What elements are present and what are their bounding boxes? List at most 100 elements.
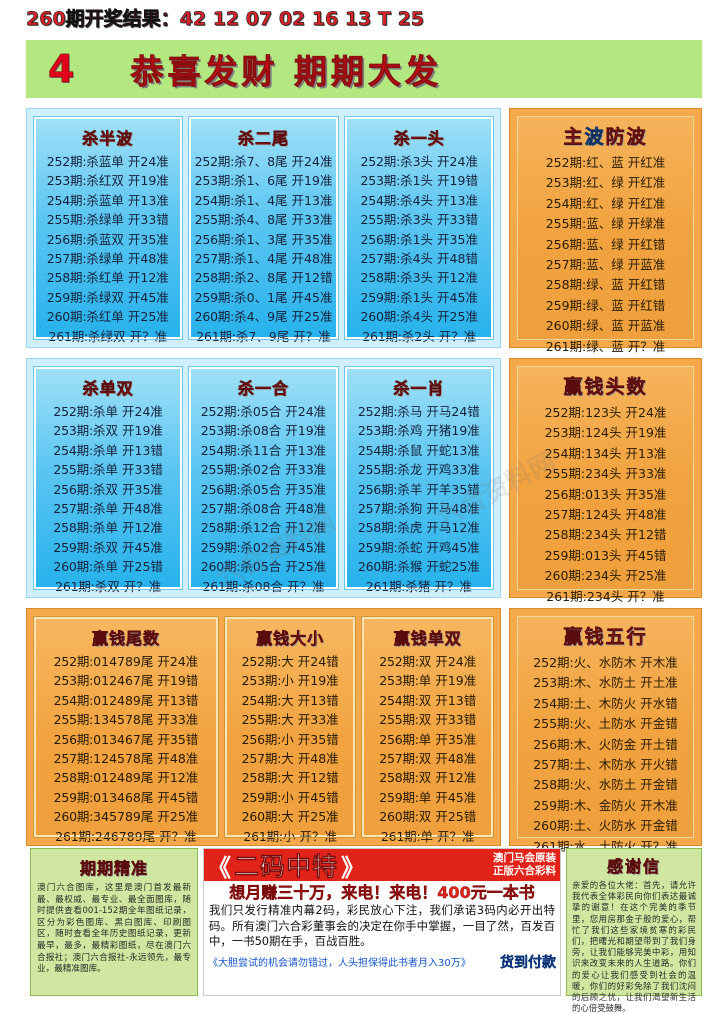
- table-row: 255期:杀3头 开33错: [351, 210, 487, 229]
- table-row: 260期:234头 开25准: [521, 566, 690, 586]
- row-pick: 杀4头: [400, 309, 434, 325]
- table-row: 257期:杀1、4尾 开48准: [195, 249, 333, 268]
- footer-ad-subtitle-line2: 正版六合彩料: [493, 865, 556, 877]
- row-result: 开土准: [640, 675, 678, 691]
- table-row: 255期:双 开33错: [368, 710, 487, 729]
- panel-rows: 252期:杀马 开马24错 253期:杀鸡 开猪19准 254期:杀鼠 开蛇13准 255期…: [351, 402, 487, 596]
- row-result: 开35准: [435, 731, 477, 747]
- row-period: 256期:: [194, 231, 235, 247]
- row-period: 255期:: [53, 462, 93, 478]
- row-period: 260期:: [200, 559, 241, 575]
- row-pick: 杀马: [397, 404, 423, 419]
- table-row: 260期:杀4头 开25准: [351, 307, 487, 326]
- row-pick: 杀猴: [397, 559, 423, 575]
- table-row: 252期:杀蓝单 开24准: [40, 152, 176, 171]
- row-result: 开25准: [437, 309, 478, 325]
- table-row: 257期:杀单 开48准: [40, 499, 176, 518]
- table-row: 252期:红、蓝 开红准: [521, 153, 690, 173]
- table-row: 260期:绿、蓝 开蓝准: [521, 316, 690, 336]
- table-row: 253期:124头 开19准: [521, 423, 690, 443]
- banner-slogan: 恭喜发财 期期大发: [130, 52, 442, 92]
- row-result: 开24准: [122, 404, 163, 419]
- panel-title: 杀二尾: [238, 129, 290, 149]
- row-result: 开？准: [299, 828, 337, 844]
- row-result: 开13错: [297, 692, 339, 708]
- row-period: 255期:: [53, 712, 94, 728]
- row-pick: 杀1、4尾: [234, 251, 288, 267]
- row-pick: 杀单: [92, 404, 118, 419]
- row-period: 259期:: [544, 547, 586, 563]
- row-pick: 杀鸡: [397, 423, 423, 439]
- row-pick: 大: [281, 809, 294, 825]
- row-result: 开19错: [157, 673, 199, 689]
- row-pick: 杀12合: [240, 520, 282, 536]
- table-row: 259期:绿、蓝 开红错: [521, 296, 690, 316]
- panel-ying-qian-dan-shuang: 赢钱单双 252期:双 开24准 253期:单 开19准 254期:双 开13错 255期:双…: [361, 616, 494, 844]
- row-pick: 杀单: [92, 462, 118, 478]
- row-pick: 杀蓝单: [86, 192, 124, 208]
- row-period: 261期:: [196, 328, 236, 344]
- panel-title: 赢钱大小: [256, 629, 325, 649]
- footer-ad[interactable]: 《 二码中特 》 澳门马会原装 正版六合彩料 想月赚三十万，来电！来电！400元…: [203, 848, 561, 996]
- row-pick: 杀狗: [397, 501, 423, 517]
- table-row: 258期:012489尾 开12准: [40, 768, 212, 787]
- row-pick: 杀05合: [240, 404, 282, 419]
- row-pick: 大: [281, 692, 294, 708]
- row-result: 开12准: [127, 270, 169, 286]
- footer-ad-subtitle-line1: 澳门马会原装: [493, 852, 556, 864]
- table-row: 259期:小 开45错: [231, 788, 350, 807]
- row-pick: 杀双: [92, 539, 118, 555]
- row-result: 开金错: [640, 716, 678, 732]
- row-pick: 土、木防水: [573, 757, 637, 773]
- row-pick: 杀1头: [400, 173, 434, 189]
- row-period: 259期:: [357, 539, 398, 555]
- row-period: 253期:: [200, 423, 241, 439]
- chevron-left-icon: 《: [207, 853, 231, 882]
- table-row: 261期:杀2头 开？准: [351, 327, 487, 346]
- row-result: 开25错: [122, 559, 163, 575]
- row-period: 256期:: [533, 736, 574, 752]
- panel-sha-yi-xiao: 杀一肖 252期:杀马 开马24错 253期:杀鸡 开猪19准 254期:杀鼠 开蛇13准 2…: [343, 366, 494, 594]
- table-row: 257期:蓝、绿 开蓝准: [521, 255, 690, 275]
- row-pick: 杀单: [92, 442, 118, 458]
- row-period: 260期:: [46, 309, 87, 325]
- table-row: 254期:杀鼠 开蛇13准: [351, 441, 487, 460]
- row-period: 257期:: [544, 507, 586, 523]
- table-row: 258期:杀虎 开马12准: [351, 518, 487, 537]
- row-period: 260期:: [357, 559, 398, 575]
- row-period: 255期:: [533, 716, 574, 732]
- panel-sha-dan-shuang: 杀单双 252期:杀单 开24准 253期:杀双 开19准 254期:杀单 开13错 255期…: [32, 366, 184, 594]
- table-row: 256期:杀蓝双 开35准: [40, 230, 176, 249]
- row-result: 开鸡33准: [426, 462, 480, 478]
- row-result: 开？准: [159, 828, 197, 844]
- row-pick: 013头: [585, 547, 622, 563]
- row-pick: 小: [281, 789, 294, 805]
- row-period: 252期:: [194, 154, 235, 169]
- row-result: 开马24错: [426, 404, 480, 419]
- footer-left-title: 期期精准: [79, 859, 148, 879]
- row-pick: 双: [418, 654, 432, 669]
- footer-ad-note: 《大胆尝试的机会请勿错过，人头担保得此书者月入30万》: [208, 958, 471, 969]
- row-pick: 单: [420, 828, 434, 844]
- row-period: 260期:: [379, 809, 419, 825]
- table-row: 261期:246789尾 开？准: [40, 827, 212, 846]
- row-pick: 杀1头: [400, 231, 434, 247]
- table-row: 257期:大 开48准: [231, 749, 350, 768]
- table-row: 253期:杀08合 开19准: [195, 421, 331, 440]
- row-pick: 小: [282, 828, 296, 844]
- table-row: 260期:杀猴 开蛇25准: [351, 557, 487, 576]
- row-pick: 绿、蓝: [586, 297, 624, 313]
- row-period: 259期:: [200, 539, 241, 555]
- row-result: 开土错: [640, 736, 678, 752]
- row-result: 开羊35错: [426, 481, 480, 497]
- table-row: 261期:杀猪 开？准: [351, 577, 487, 596]
- table-row: 255期:杀龙 开鸡33准: [351, 460, 487, 479]
- table-row: 255期:大 开33准: [231, 710, 350, 729]
- row-pick: 杀1、3尾: [234, 231, 288, 247]
- panel-ying-qian-tou-shu: 赢钱头数 252期:123头 开24准 253期:124头 开19准 254期:134头开…: [509, 358, 702, 604]
- row-period: 252期:: [357, 404, 398, 419]
- row-period: 259期:: [379, 789, 419, 805]
- row-result: 开12错: [297, 770, 339, 786]
- row-pick: 杀02合: [240, 539, 282, 555]
- row-period: 253期:: [194, 173, 235, 189]
